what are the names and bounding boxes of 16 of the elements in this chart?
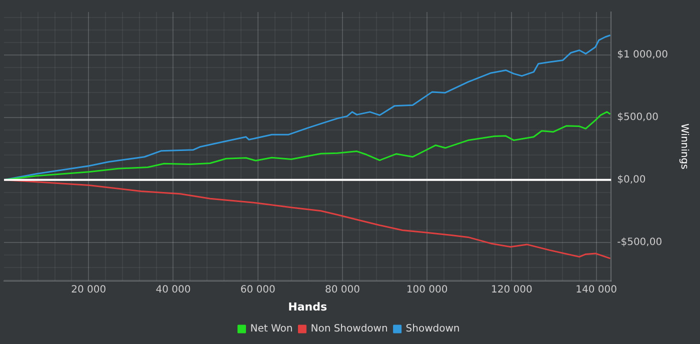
y-tick-label: $0,00 [617, 174, 646, 186]
x-tick-label: 140 000 [576, 284, 617, 296]
y-axis-title: Winnings [678, 124, 690, 170]
legend-label: Net Won [250, 324, 293, 335]
y-tick-label: $1 000,00 [617, 50, 668, 61]
legend-label: Showdown [406, 324, 460, 335]
x-tick-label: 80 000 [324, 284, 360, 296]
y-tick-label: $500,00 [617, 112, 658, 124]
x-tick-label: 120 000 [491, 284, 532, 296]
x-tick-label: 100 000 [406, 284, 448, 296]
x-tick-label: 40 000 [156, 284, 191, 296]
y-tick-label: -$500,00 [617, 236, 662, 248]
x-tick-label: 60 000 [240, 284, 276, 296]
legend-label: Non Showdown [310, 324, 388, 335]
x-tick-label: 20 000 [71, 284, 106, 296]
x-axis-title: Hands [288, 300, 328, 314]
